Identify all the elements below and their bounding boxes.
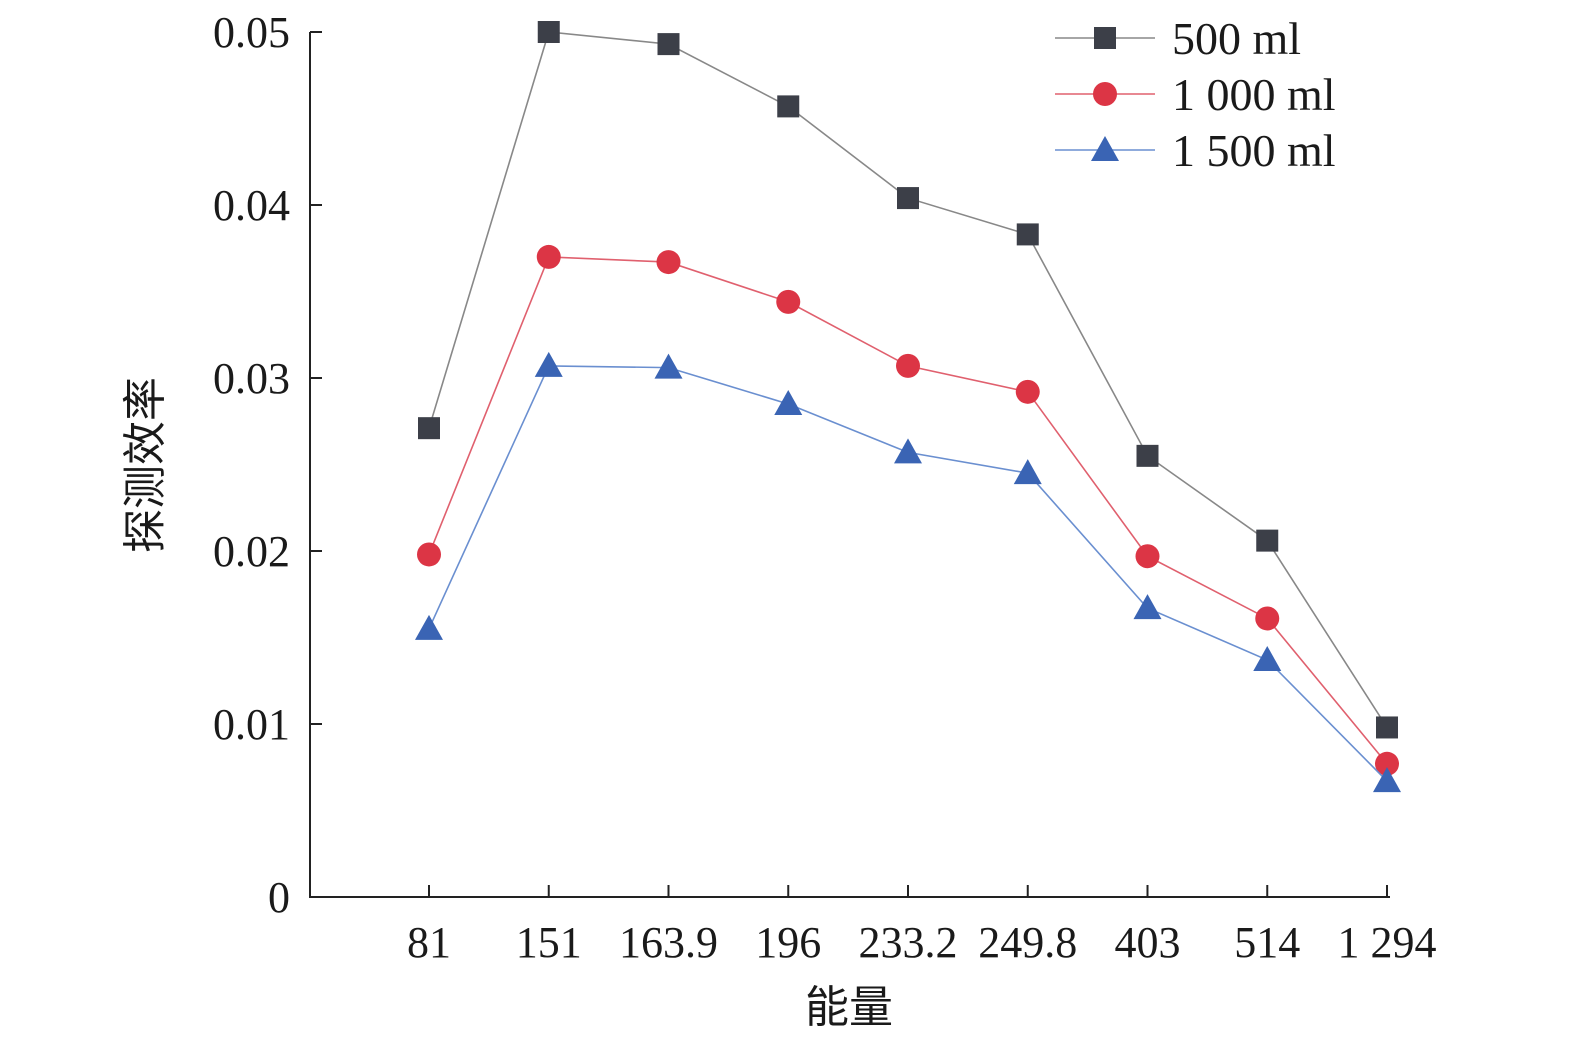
data-point <box>417 542 441 567</box>
y-ticks: 0 0.01 0.02 0.03 0.04 0.05 <box>213 8 322 922</box>
data-point <box>777 95 800 118</box>
data-point <box>1135 544 1160 569</box>
legend-item: 1 000 ml <box>1055 69 1336 120</box>
data-point <box>418 417 440 440</box>
x-tick-label: 514 <box>1234 918 1300 967</box>
legend-marker <box>1094 27 1116 49</box>
data-point <box>1015 379 1040 404</box>
data-point <box>894 438 922 464</box>
legend-label: 1 000 ml <box>1172 69 1336 120</box>
data-point <box>1253 645 1282 671</box>
data-point <box>897 187 919 210</box>
x-tick-label: 151 <box>516 918 582 967</box>
series-line <box>428 365 1388 782</box>
data-point <box>657 33 680 56</box>
data-point <box>896 353 920 378</box>
y-tick-label: 0.03 <box>213 354 290 403</box>
data-point <box>537 21 560 43</box>
data-point <box>1136 444 1159 467</box>
data-point <box>1256 529 1279 552</box>
legend-marker <box>1091 136 1119 161</box>
series-2 <box>417 244 1399 776</box>
y-tick-label: 0.05 <box>213 8 290 57</box>
legend-item: 1 500 ml <box>1055 125 1336 176</box>
legend: 500 ml1 000 ml1 500 ml <box>1055 13 1336 176</box>
data-point <box>415 614 443 640</box>
legend-item: 500 ml <box>1055 13 1301 64</box>
legend-label: 1 500 ml <box>1172 125 1336 176</box>
x-tick-label: 163.9 <box>619 918 718 967</box>
y-tick-label: 0.04 <box>213 181 290 230</box>
data-point <box>776 289 801 314</box>
series-1 <box>418 21 1398 739</box>
x-tick-label: 403 <box>1115 918 1181 967</box>
data-point <box>1133 594 1162 620</box>
series-3 <box>415 351 1401 793</box>
series-group <box>415 21 1401 793</box>
x-tick-label: 196 <box>755 918 821 967</box>
data-point <box>536 244 561 269</box>
data-point <box>1376 716 1398 739</box>
y-tick-label: 0.01 <box>213 700 290 749</box>
data-point <box>1013 459 1042 485</box>
x-tick-label: 1 294 <box>1338 918 1437 967</box>
series-line <box>428 256 1388 765</box>
data-point <box>1375 751 1399 776</box>
x-tick-label: 249.8 <box>978 918 1077 967</box>
legend-label: 500 ml <box>1172 13 1301 64</box>
data-point <box>1373 767 1401 793</box>
x-axis-title: 能量 <box>805 983 893 1032</box>
legend-marker <box>1093 82 1117 106</box>
data-point <box>1255 606 1280 631</box>
x-ticks: 81 151 163.9 196 233.2 249.8 403 514 1 294 <box>407 885 1437 967</box>
x-tick-label: 233.2 <box>859 918 958 967</box>
data-point <box>1016 223 1039 246</box>
data-point <box>534 351 563 377</box>
y-tick-label: 0 <box>268 873 290 922</box>
data-point <box>654 353 683 379</box>
data-point <box>774 389 803 415</box>
y-tick-label: 0.02 <box>213 527 290 576</box>
y-axis-title: 探测效率 <box>121 377 170 553</box>
x-tick-label: 81 <box>407 918 451 967</box>
data-point <box>656 250 681 275</box>
